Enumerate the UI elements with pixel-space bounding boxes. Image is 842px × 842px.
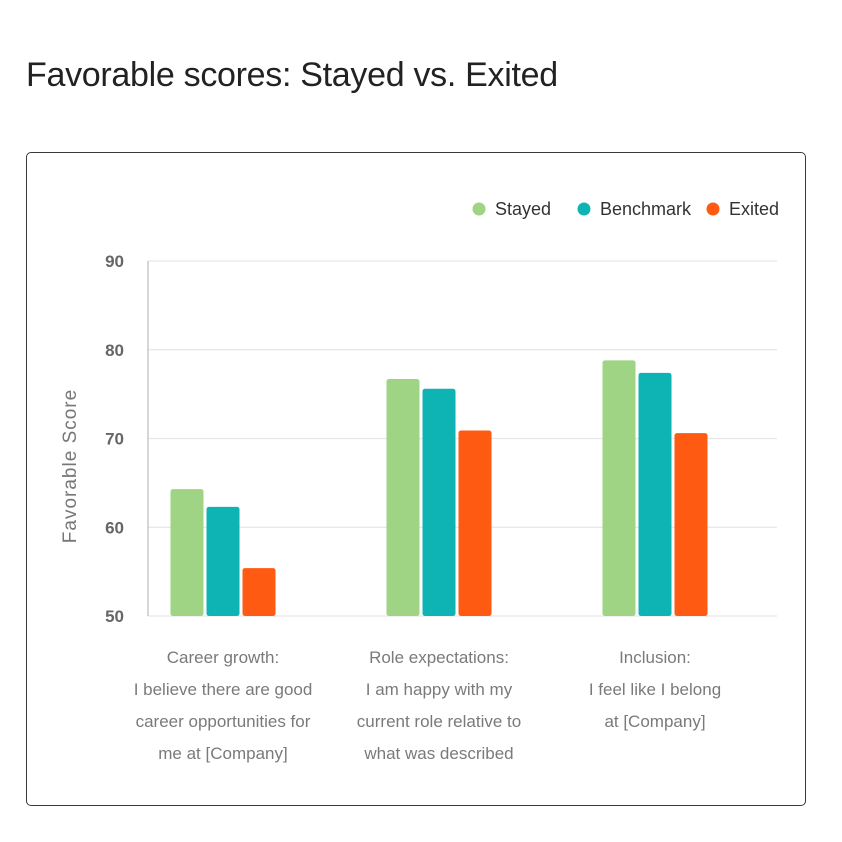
y-axis-title: Favorable Score (60, 389, 81, 543)
bar-benchmark (206, 506, 240, 616)
y-axis: 90 80 70 60 50 (105, 252, 124, 626)
bar-stayed (386, 379, 420, 616)
legend-swatch-benchmark (577, 202, 591, 216)
y-tick-label: 50 (105, 607, 124, 626)
chart-card: Stayed Benchmark Exited 90 80 70 60 50 Career … (26, 152, 806, 806)
bar-stayed (602, 360, 636, 616)
legend-swatch-stayed (472, 202, 486, 216)
page-title: Favorable scores: Stayed vs. Exited (26, 56, 558, 94)
legend-label-stayed: Stayed (495, 199, 551, 219)
bar-exited (242, 568, 276, 616)
bars (170, 360, 708, 616)
bar-stayed (170, 489, 204, 616)
bar-chart: Stayed Benchmark Exited 90 80 70 60 50 Career … (60, 199, 779, 763)
x-category-label: Career growth: I believe there are good ca… (134, 648, 313, 763)
legend: Stayed Benchmark Exited (472, 199, 779, 219)
y-tick-label: 60 (105, 518, 124, 537)
y-tick-label: 70 (105, 430, 124, 449)
legend-swatch-exited (706, 202, 720, 216)
bar-exited (674, 433, 708, 616)
y-tick-label: 80 (105, 341, 124, 360)
x-axis-labels: Career growth: I believe there are good ca… (134, 648, 721, 763)
legend-label-benchmark: Benchmark (600, 199, 692, 219)
x-category-label: Inclusion: I feel like I belong at [Compan… (589, 648, 721, 731)
y-tick-label: 90 (105, 252, 124, 271)
bar-benchmark (422, 388, 456, 616)
bar-exited (458, 430, 492, 616)
x-category-label: Role expectations: I am happy with my curr… (357, 648, 521, 763)
bar-benchmark (638, 372, 672, 616)
legend-label-exited: Exited (729, 199, 779, 219)
